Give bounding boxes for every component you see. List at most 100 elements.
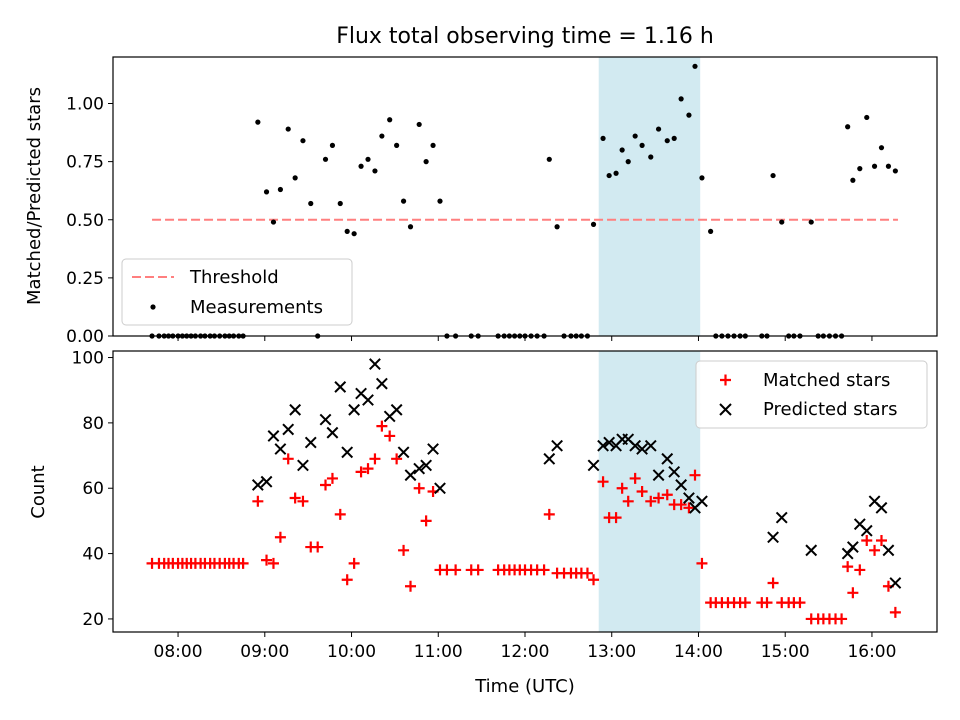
measurement-point <box>648 154 654 160</box>
matched-star-point <box>538 564 550 576</box>
matched-star-point <box>636 486 648 497</box>
highlight-span <box>598 351 701 632</box>
x-tick-label: 14:00 <box>674 642 723 662</box>
matched-star-point <box>405 580 417 592</box>
matched-star-point <box>629 472 641 484</box>
predicted-star-point <box>390 403 403 416</box>
matched-star-point <box>369 453 381 465</box>
matched-star-point <box>289 492 301 504</box>
measurement-point <box>351 231 357 237</box>
matched-star-point <box>282 453 294 465</box>
predicted-star-point <box>597 439 609 452</box>
plot-area <box>146 358 902 625</box>
matched-star-point <box>794 597 806 609</box>
predicted-star-point <box>775 511 788 524</box>
predicted-star-point <box>267 430 280 442</box>
measurement-point <box>671 135 677 141</box>
matched-star-point <box>341 574 353 586</box>
matched-star-point <box>689 469 701 481</box>
legend-predicted-swatch <box>719 403 732 416</box>
predicted-star-point <box>587 459 600 472</box>
measurement-point <box>686 112 692 118</box>
measurement-point <box>619 147 625 153</box>
predicted-star-point <box>675 479 688 491</box>
measurement-point <box>329 142 336 148</box>
predicted-star-point <box>668 465 681 478</box>
predicted-star-point <box>274 443 287 455</box>
measurement-point <box>845 124 851 130</box>
measurement-point <box>808 219 814 225</box>
measurement-point <box>878 145 885 151</box>
measurement-point <box>632 133 638 139</box>
measurement-point <box>292 175 298 181</box>
measurement-point <box>692 63 698 69</box>
bottom-y-axis-label: Count <box>28 465 49 518</box>
predicted-star-point <box>860 524 873 537</box>
measurement-point <box>344 228 350 234</box>
y-tick-label: 0.75 <box>66 153 104 173</box>
measurement-point <box>308 200 314 207</box>
predicted-star-point <box>304 436 317 449</box>
predicted-star-point <box>427 443 439 455</box>
predicted-star-point <box>683 492 695 504</box>
matched-star-point <box>616 482 628 494</box>
predicted-star-point <box>661 452 674 465</box>
predicted-star-point <box>260 475 273 488</box>
matched-star-point <box>274 531 286 543</box>
axes-frame <box>112 56 938 337</box>
matched-star-point <box>312 541 324 553</box>
matched-star-point <box>847 587 859 599</box>
matched-star-point <box>391 453 403 465</box>
predicted-star-point <box>636 443 649 455</box>
matched-star-point <box>581 567 593 579</box>
measurement-point <box>387 117 393 123</box>
matched-star-point <box>384 430 396 442</box>
measurement-point <box>625 159 631 165</box>
matched-star-point <box>761 597 773 609</box>
measurement-point <box>400 198 407 204</box>
predicted-star-point <box>805 544 818 557</box>
matched-star-point <box>889 606 901 618</box>
matched-star-point <box>861 535 873 547</box>
highlight-span <box>598 57 701 336</box>
matched-star-point <box>869 544 881 556</box>
measurement-point <box>358 163 364 169</box>
predicted-star-point <box>413 462 426 475</box>
matched-star-point <box>297 495 309 507</box>
matched-star-point <box>675 499 687 511</box>
matched-star-point <box>661 489 673 501</box>
matched-star-point <box>237 557 249 569</box>
matched-star-point <box>543 508 555 520</box>
matched-star-point <box>376 420 388 432</box>
matched-star-point <box>767 577 779 589</box>
predicted-star-point <box>341 446 354 459</box>
measurement-point <box>664 138 670 144</box>
x-axis-label: Time (UTC) <box>474 676 575 697</box>
predicted-star-point <box>434 482 446 495</box>
y-tick-label: 40 <box>82 545 104 565</box>
predicted-star-point <box>375 377 388 390</box>
measurement-point <box>613 170 619 176</box>
measurement-point <box>590 221 597 227</box>
x-tick-label: 16:00 <box>847 642 896 662</box>
y-tick-label: 0.50 <box>66 211 104 231</box>
predicted-star-point <box>404 469 417 482</box>
measurement-point <box>699 175 705 181</box>
measurement-point <box>871 163 878 169</box>
predicted-star-point <box>551 439 564 452</box>
legend-predicted-label: Predicted stars <box>763 399 897 420</box>
y-tick-label: 0.00 <box>66 327 104 347</box>
measurement-point <box>263 189 270 195</box>
measurement-point <box>337 200 343 207</box>
predicted-star-point <box>289 403 302 416</box>
legend-threshold-label: Threshold <box>189 267 279 288</box>
matched-star-point <box>398 544 410 556</box>
predicted-star-point <box>326 426 339 439</box>
legend-matched-swatch <box>720 374 731 386</box>
measurement-point <box>416 121 422 128</box>
predicted-star-point <box>875 501 888 514</box>
y-tick-label: 20 <box>82 610 104 630</box>
measurement-point <box>379 133 385 139</box>
x-tick-label: 09:00 <box>240 642 289 662</box>
